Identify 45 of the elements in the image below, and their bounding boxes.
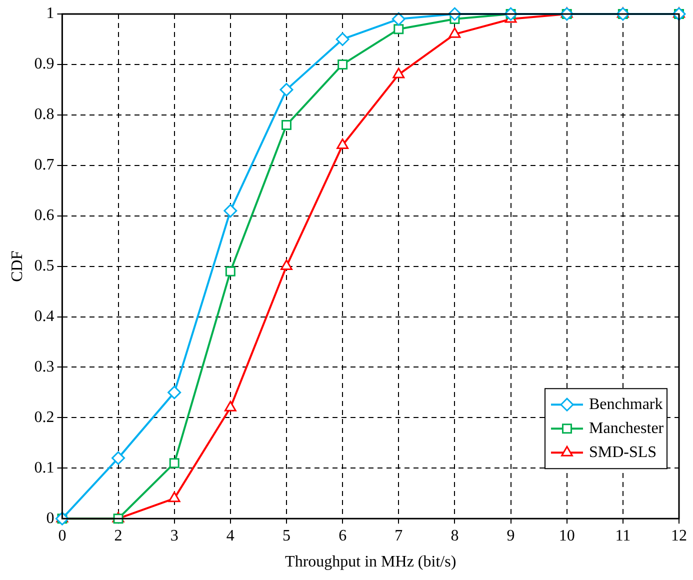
y-tick-label: 0.8 <box>34 106 54 124</box>
point <box>338 59 348 70</box>
point <box>282 120 292 130</box>
point <box>280 82 294 96</box>
legend-label: Benchmark <box>589 396 663 413</box>
point <box>448 27 461 38</box>
x-axis-title: Throughput in MHz (bit/s) <box>285 554 456 571</box>
point <box>392 12 406 26</box>
x-tick-label: 4 <box>226 527 234 544</box>
point <box>280 260 292 270</box>
point <box>168 386 182 400</box>
y-tick-label: 0.1 <box>34 459 54 476</box>
x-tick-label: 10 <box>558 527 575 544</box>
legend-label: SMD-SLS <box>589 444 657 461</box>
y-tick-label: 1 <box>46 5 54 22</box>
y-tick-label: 0.5 <box>34 258 54 275</box>
legend-label: Manchester <box>589 420 664 437</box>
point <box>224 400 236 412</box>
point <box>392 68 405 78</box>
x-tick-label: 0 <box>58 527 66 544</box>
y-tick-label: 0.9 <box>34 56 54 73</box>
x-tick-label: 7 <box>394 527 403 544</box>
y-axis-title: CDF <box>8 250 26 282</box>
x-tick-label: 5 <box>282 527 290 544</box>
point <box>336 32 350 46</box>
y-tick-label: 0.7 <box>34 156 54 174</box>
x-tick-label: 12 <box>671 527 687 544</box>
point <box>394 24 404 34</box>
point <box>168 492 180 502</box>
x-tick-label: 2 <box>114 527 122 544</box>
point <box>112 451 126 465</box>
y-tick-label: 0.2 <box>34 408 54 426</box>
point <box>169 458 180 468</box>
x-tick-label: 6 <box>338 527 347 544</box>
x-tick-label: 3 <box>170 527 178 544</box>
y-tick-label: 0.4 <box>34 308 54 325</box>
x-tick-label: 11 <box>615 527 631 544</box>
point <box>224 204 238 218</box>
y-tick-label: 0.3 <box>34 358 54 376</box>
point <box>225 266 236 276</box>
point <box>336 138 349 149</box>
y-tick-label: 0 <box>46 510 54 527</box>
x-tick-label: 9 <box>506 527 515 544</box>
x-tick-label: 8 <box>450 527 459 544</box>
y-tick-label: 0.6 <box>34 207 54 224</box>
